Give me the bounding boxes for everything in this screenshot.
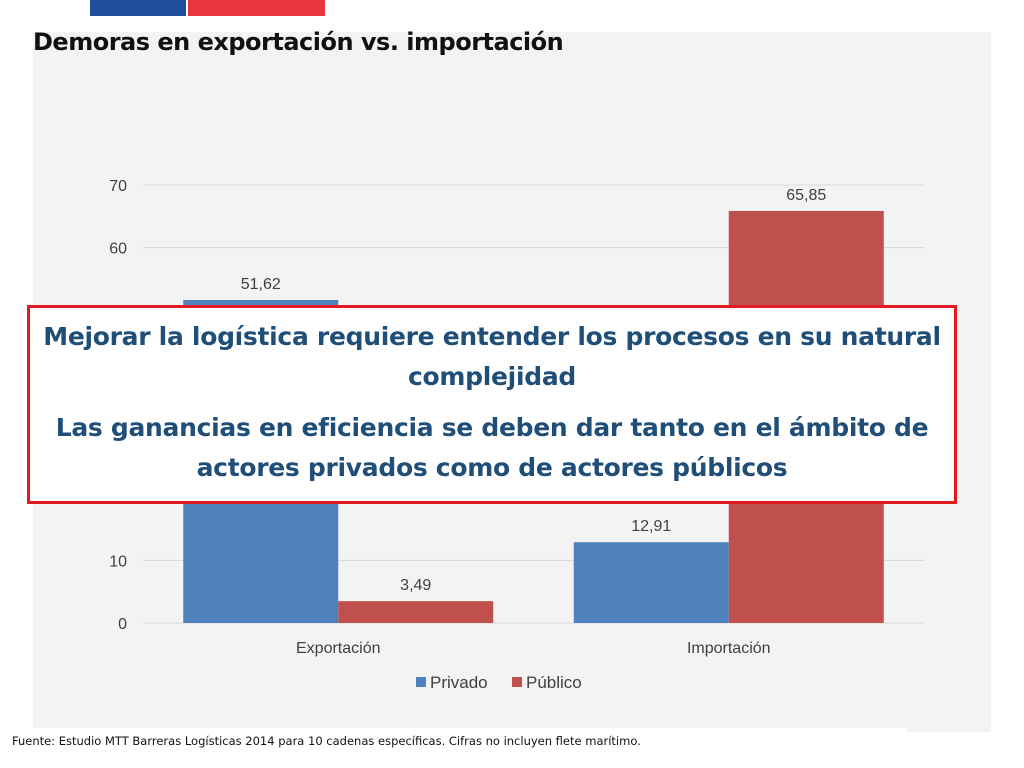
- callout-line-2: Las ganancias en eficiencia se deben dar…: [55, 413, 929, 482]
- y-tick-label: 60: [109, 241, 127, 258]
- source-note: Fuente: Estudio MTT Barreras Logísticas …: [5, 728, 907, 754]
- y-tick-label: 70: [109, 178, 127, 195]
- callout-line-1: Mejorar la logística requiere entender l…: [43, 322, 941, 391]
- slide-title: Demoras en exportación vs. importación: [33, 28, 564, 56]
- bar-público-0: [338, 601, 494, 623]
- y-tick-label: 0: [118, 616, 127, 633]
- legend-label: Público: [526, 673, 582, 692]
- flag-red-stripe: [188, 0, 325, 16]
- legend-swatch: [416, 677, 426, 687]
- legend-label: Privado: [430, 673, 488, 692]
- data-label: 65,85: [786, 187, 826, 204]
- data-label: 51,62: [241, 276, 281, 293]
- key-message-callout: Mejorar la logística requiere entender l…: [27, 305, 957, 504]
- y-tick-label: 10: [109, 553, 127, 570]
- bar-privado-1: [573, 542, 729, 623]
- flag-blue-stripe: [90, 0, 186, 16]
- data-label: 12,91: [631, 518, 671, 535]
- legend-swatch: [512, 677, 522, 687]
- x-category-label: Importación: [687, 640, 771, 657]
- legend: Privado Público: [416, 673, 582, 692]
- data-label: 3,49: [400, 577, 431, 594]
- x-category-label: Exportación: [296, 640, 381, 657]
- data-labels: 51,62 3,49 12,91 65,85: [241, 187, 827, 594]
- x-axis-labels: Exportación Importación: [296, 640, 771, 657]
